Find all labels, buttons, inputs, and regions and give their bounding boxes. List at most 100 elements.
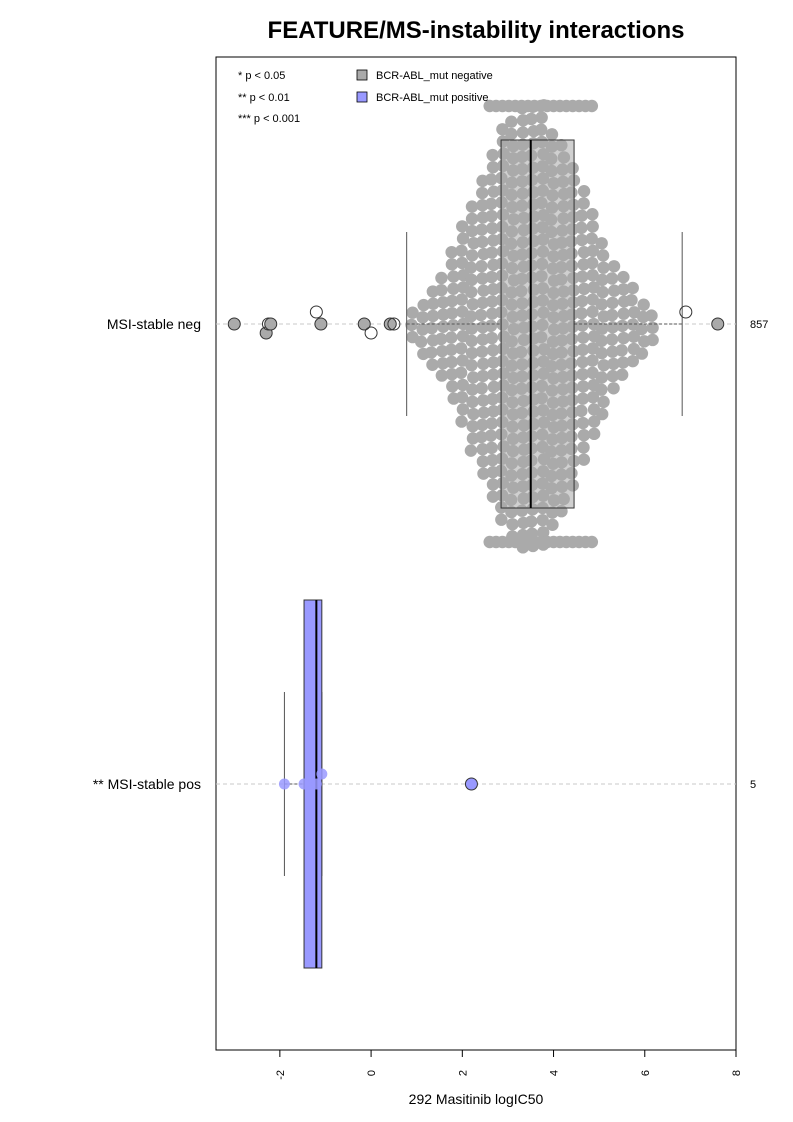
data-point xyxy=(475,260,488,273)
data-point xyxy=(575,233,589,247)
data-point xyxy=(586,354,599,367)
data-point xyxy=(576,368,589,381)
data-point xyxy=(608,284,621,297)
outlier-point xyxy=(679,305,693,319)
data-point xyxy=(506,518,519,531)
data-point xyxy=(465,322,478,335)
data-point xyxy=(487,368,500,381)
data-point xyxy=(467,407,480,421)
data-point xyxy=(606,369,619,383)
data-point xyxy=(455,244,468,257)
data-point xyxy=(466,298,480,311)
data-point xyxy=(484,173,498,186)
outlier-point xyxy=(227,317,241,331)
outlier-point xyxy=(309,305,323,319)
data-point xyxy=(486,307,499,320)
data-point xyxy=(536,513,549,527)
data-point xyxy=(626,281,639,295)
group-count: 857 xyxy=(750,319,768,331)
outlier-point xyxy=(464,777,478,791)
data-point xyxy=(586,305,599,319)
data-point xyxy=(465,212,479,226)
data-point xyxy=(465,359,478,372)
data-point xyxy=(485,246,499,259)
data-point xyxy=(606,345,619,358)
data-point xyxy=(615,344,628,357)
data-point xyxy=(575,294,589,308)
data-point xyxy=(505,127,518,141)
data-point xyxy=(485,417,499,430)
data-point xyxy=(576,355,589,369)
data-point xyxy=(576,343,589,357)
data-point xyxy=(485,331,499,345)
data-point xyxy=(487,356,500,369)
data-point xyxy=(484,429,498,442)
data-point xyxy=(646,321,659,334)
chart-title: FEATURE/MS-instability interactions xyxy=(268,17,685,44)
data-point xyxy=(467,371,480,384)
data-point xyxy=(617,283,630,296)
data-point xyxy=(607,357,620,371)
sig-legend-2: ** p < 0.01 xyxy=(238,92,290,104)
data-point xyxy=(484,319,498,333)
x-tick-label: 8 xyxy=(731,1070,743,1076)
data-point xyxy=(474,308,488,322)
data-point xyxy=(477,467,490,480)
data-point xyxy=(298,778,310,790)
data-point xyxy=(455,293,468,306)
legend-swatch-negative xyxy=(356,69,368,81)
outlier-point xyxy=(387,317,401,331)
data-point xyxy=(586,256,599,270)
data-point xyxy=(576,331,590,344)
outlier-point xyxy=(314,317,328,331)
data-point xyxy=(525,515,538,528)
data-point xyxy=(597,395,610,409)
data-point xyxy=(464,261,478,274)
data-point xyxy=(435,369,449,382)
data-point xyxy=(477,406,491,419)
data-point xyxy=(454,342,468,355)
data-point xyxy=(437,320,450,333)
data-point xyxy=(505,115,518,128)
data-point xyxy=(595,383,608,396)
legend-swatch-positive xyxy=(356,91,368,103)
data-point xyxy=(465,200,479,213)
group-count: 5 xyxy=(750,779,756,791)
data-point xyxy=(466,383,479,396)
data-point xyxy=(426,309,440,323)
outlier-point xyxy=(711,317,725,331)
data-point xyxy=(635,347,649,360)
data-point xyxy=(595,273,609,287)
data-point xyxy=(605,272,619,285)
data-point xyxy=(435,283,448,297)
data-point xyxy=(465,285,478,299)
data-point xyxy=(485,270,498,284)
significance-legend: * p < 0.05 ** p < 0.01 *** p < 0.001 xyxy=(238,70,300,125)
data-point xyxy=(426,297,440,310)
data-point xyxy=(586,208,599,221)
data-point xyxy=(625,293,638,307)
outlier-points xyxy=(227,305,725,791)
outlier-point xyxy=(264,317,278,331)
data-point xyxy=(465,273,478,287)
data-point xyxy=(607,260,621,273)
data-point xyxy=(585,99,599,113)
data-point xyxy=(616,319,629,333)
data-point xyxy=(416,311,429,324)
sig-legend-3: *** p < 0.001 xyxy=(238,113,300,125)
data-point xyxy=(475,430,488,444)
data-point xyxy=(485,295,499,308)
data-point xyxy=(485,441,498,455)
data-point xyxy=(486,478,500,491)
data-point xyxy=(445,367,459,381)
data-point xyxy=(595,371,609,384)
data-point xyxy=(596,249,610,262)
data-point xyxy=(466,395,479,409)
data-point xyxy=(476,455,490,468)
data-point xyxy=(645,309,658,322)
data-point xyxy=(595,322,609,335)
data-point xyxy=(576,270,589,283)
data-point xyxy=(546,506,559,519)
data-point xyxy=(585,232,598,245)
data-point xyxy=(546,518,559,531)
